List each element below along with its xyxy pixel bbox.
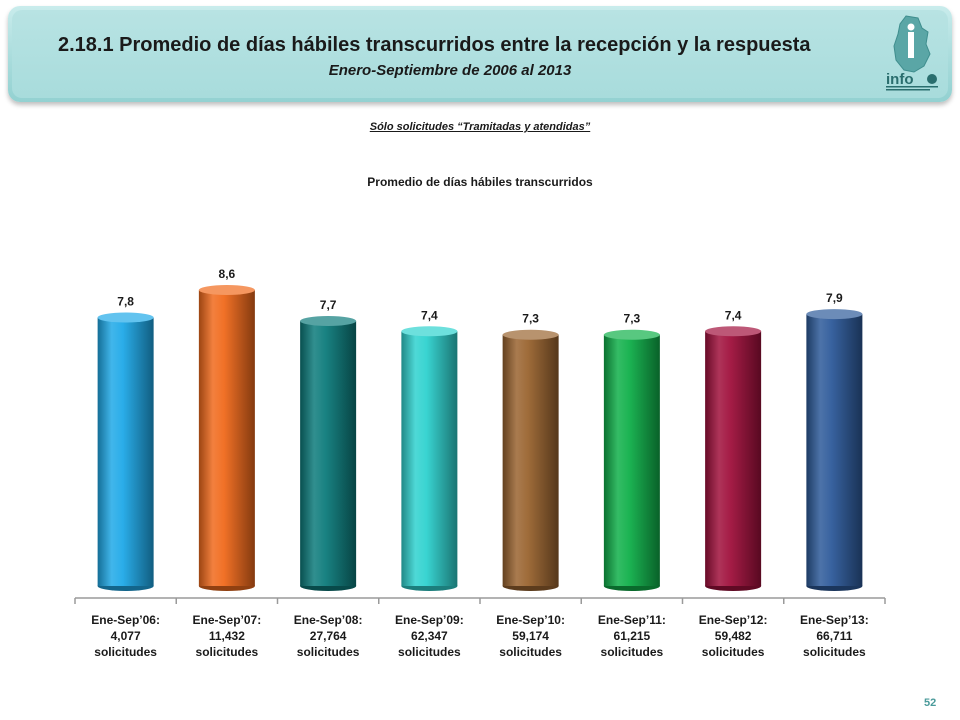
bar-value-label: 7,4 [725,308,742,322]
bar [97,312,154,591]
bar-body [198,290,255,586]
category-label: Ene-Sep’11: 61,215 solicitudes [582,612,682,660]
category-unit: solicitudes [296,645,360,659]
bar-top [603,329,660,340]
category-count: 27,764 [309,629,347,643]
category-unit: solicitudes [195,645,259,659]
bar-body [806,314,863,586]
category-period: Ene-Sep’06: [91,613,160,627]
category-period: Ene-Sep’07: [192,613,262,627]
category-count: 62,347 [411,629,448,643]
chart-title: Promedio de días hábiles transcurridos [367,175,593,189]
page-subtitle: Enero-Septiembre de 2006 al 2013 [328,62,572,79]
category-label: Ene-Sep’09: 62,347 solicitudes [379,612,479,660]
bar [806,309,863,591]
bar-body [705,331,762,586]
category-label: Ene-Sep’08: 27,764 solicitudes [278,612,378,660]
category-period: Ene-Sep’09: [395,613,464,627]
bar [401,326,458,591]
category-count: 66,711 [816,629,853,643]
bar-top [806,309,863,320]
category-label: Ene-Sep’07: 11,432 solicitudes [177,612,277,660]
bar-value-label: 7,9 [826,291,843,305]
category-label: Ene-Sep’06: 4,077 solicitudes [76,612,176,660]
bar-body [300,320,357,586]
category-label: Ene-Sep’10: 59,174 solicitudes [481,612,581,660]
bar [502,329,559,591]
bar-value-label: 7,3 [624,312,641,326]
category-unit: solicitudes [701,645,765,659]
category-period: Ene-Sep’08: [293,613,363,627]
bar-top [401,326,458,337]
bar [603,329,660,591]
bar-top [705,326,762,337]
category-count: 59,174 [512,629,549,643]
category-period: Ene-Sep’12: [698,613,768,627]
category-unit: solicitudes [499,645,562,659]
header-banner [8,6,952,102]
category-period: Ene-Sep’13: [800,613,869,627]
category-unit: solicitudes [398,645,461,659]
bar-body [97,317,154,586]
bar-value-label: 8,6 [219,267,236,281]
bar-top [198,285,255,295]
bar [705,326,762,591]
page-number: 52 [924,697,937,709]
bar-body [401,331,458,586]
category-count: 4,077 [110,629,141,643]
category-count: 59,482 [714,629,752,643]
bar-value-label: 7,4 [421,308,438,322]
infodf-logo: info [886,15,938,91]
bar-value-label: 7,8 [117,295,134,309]
bar-top [97,312,154,323]
bar-body [502,334,559,586]
header-banner-inner [12,10,948,98]
bar-body [603,334,660,586]
bar-top [300,315,357,326]
bar-value-label: 7,3 [522,312,539,326]
page-title: 2.18.1 Promedio de días hábiles transcur… [58,34,811,56]
bar [198,285,255,591]
bar [300,315,357,591]
category-period: Ene-Sep’11: [597,613,666,627]
filter-note: Sólo solicitudes “Tramitadas y atendidas… [369,121,591,133]
category-label: Ene-Sep’13: 66,711 solicitudes [784,612,884,660]
bar-value-label: 7,7 [320,298,337,312]
category-unit: solicitudes [803,645,866,659]
category-period: Ene-Sep’10: [496,613,565,627]
category-unit: solicitudes [600,645,664,659]
category-unit: solicitudes [94,645,157,659]
logo-text: info [886,71,914,88]
category-count: 11,432 [208,629,245,643]
bar-top [502,329,559,340]
category-label: Ene-Sep’12: 59,482 solicitudes [683,612,783,660]
category-count: 61,215 [613,629,651,643]
